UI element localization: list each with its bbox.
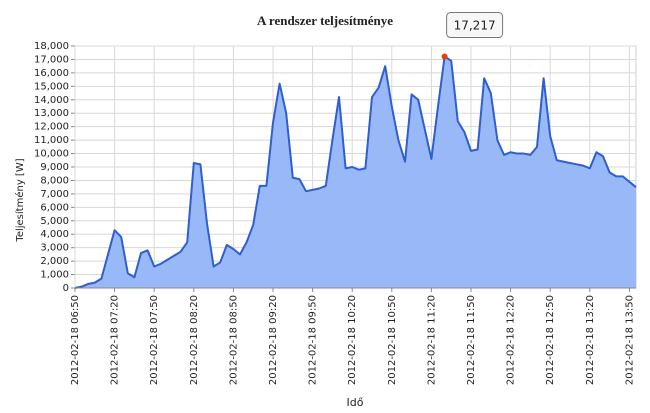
y-tick-label: 0 xyxy=(63,283,69,294)
y-tick-label: 12,000 xyxy=(34,122,69,133)
y-tick-label: 4,000 xyxy=(40,229,69,240)
y-tick-label: 2,000 xyxy=(40,256,69,267)
x-tick-label: 2012-02-18 07:50 xyxy=(149,295,160,385)
x-tick-label: 2012-02-18 07:20 xyxy=(110,295,121,385)
area xyxy=(75,56,636,288)
line xyxy=(74,55,637,289)
y-tick-label: 3,000 xyxy=(40,243,69,254)
x-tick-label: 2012-02-18 12:20 xyxy=(506,295,517,385)
x-tick-label: 2012-02-18 10:50 xyxy=(387,295,398,385)
y-tick-label: 18,000 xyxy=(34,41,69,52)
x-tick-label: 2012-02-18 09:50 xyxy=(308,295,319,385)
tooltip xyxy=(446,12,504,39)
y-tick-label: 9,000 xyxy=(40,162,69,173)
y-tick-label: 11,000 xyxy=(34,135,69,146)
y-tick-label: 8,000 xyxy=(40,175,69,186)
x-tick-label: 2012-02-18 13:50 xyxy=(624,295,635,385)
x-tick-label: 2012-02-18 11:50 xyxy=(466,295,477,385)
x-tick-label: 2012-02-18 11:20 xyxy=(426,295,437,385)
y-tick-label: 5,000 xyxy=(40,216,69,227)
x-tick-label: 2012-02-18 08:20 xyxy=(189,295,200,385)
chart-title: A rendszer teljesítménye xyxy=(257,13,393,28)
x-tick-label: 2012-02-18 06:50 xyxy=(70,295,81,385)
y-tick-label: 6,000 xyxy=(40,202,69,213)
y-tick-label: 13,000 xyxy=(34,108,69,119)
tooltip-label: 17,217 xyxy=(454,19,496,33)
y-tick-label: 7,000 xyxy=(40,189,69,200)
y-tick-label: 16,000 xyxy=(34,68,69,79)
x-tick-label: 2012-02-18 12:50 xyxy=(545,295,556,385)
x-tick-label: 2012-02-18 09:20 xyxy=(268,295,279,385)
y-tick-label: 1,000 xyxy=(40,270,69,281)
x-axis-title: Idő xyxy=(347,396,364,409)
y-tick-label: 10,000 xyxy=(34,149,69,160)
y-tick-label: 15,000 xyxy=(34,81,69,92)
y-axis-title: Teljesítmény [W] xyxy=(14,158,26,242)
y-tick-label: 14,000 xyxy=(34,95,69,106)
y-tick-label: 17,000 xyxy=(34,54,69,65)
x-tick-label: 2012-02-18 13:20 xyxy=(585,295,596,385)
x-tick-label: 2012-02-18 10:20 xyxy=(347,295,358,385)
highlight-point xyxy=(441,53,448,60)
x-tick-label: 2012-02-18 08:50 xyxy=(228,295,239,385)
